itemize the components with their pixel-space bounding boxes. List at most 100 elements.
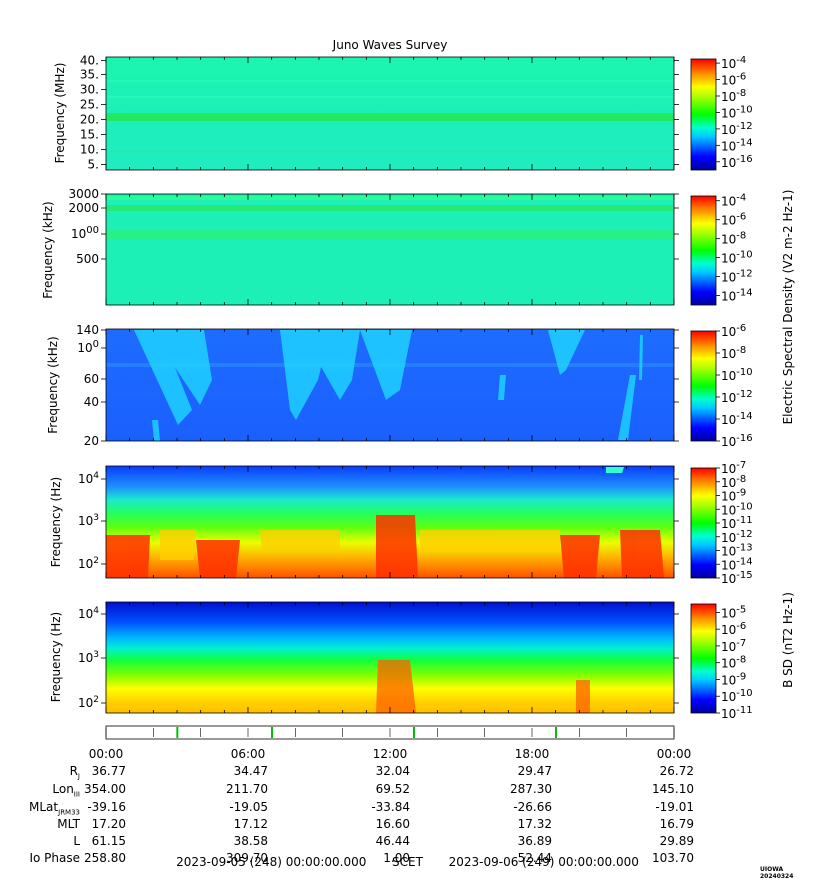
footer: 2023-09-05 (248) 00:00:00.000 SCET 2023-… (0, 855, 815, 869)
panel-5-ylabel: Frequency (Hz) (49, 612, 63, 703)
colorbar-tick-label: 10-12 (721, 389, 753, 405)
ephemeris-row-label: L (73, 834, 80, 848)
panel-3-y-ticks: 140 100 60 40 20 (76, 323, 679, 448)
chart-title: Juno Waves Survey (332, 38, 448, 52)
y-tick-label: 40 (84, 395, 99, 409)
ephemeris-value: 52.44 (517, 851, 552, 865)
ephemeris-time: 00:00 (88, 747, 124, 761)
ephemeris-value: 26.72 (659, 764, 694, 778)
ephemeris-value: 145.10 (652, 782, 694, 796)
panel-4-ylabel: Frequency (Hz) (49, 477, 63, 568)
footer-start: 2023-09-05 (248) 00:00:00.000 (176, 855, 367, 869)
ephemeris-row-label: RJ (69, 764, 80, 781)
colorbar-tick-label: 10-15 (721, 570, 753, 586)
ephemeris-time: 12:00 (372, 747, 408, 761)
colorbar-tick-label: 10-9 (721, 671, 746, 687)
colorbar-tick-label: 10-12 (721, 121, 753, 137)
colorbar-tick-label: 10-6 (721, 212, 746, 228)
ephemeris-time: 00:00 (656, 747, 692, 761)
y-tick-label: 40. (80, 54, 99, 68)
ephemeris-value: 17.12 (233, 817, 268, 831)
colorbar-tick-label: 10-10 (721, 367, 753, 383)
ephemeris-value: -19.01 (655, 800, 694, 814)
colorbar-5 (690, 603, 717, 714)
ephemeris-value: -33.84 (371, 800, 410, 814)
y-tick-label: 10. (80, 143, 99, 157)
panel-1-ylabel: Frequency (MHz) (53, 63, 67, 164)
colorbar-tick-label: 10-14 (721, 556, 753, 572)
ephemeris-value: 17.32 (517, 817, 552, 831)
colorbar-tick-label: 10-6 (721, 72, 746, 88)
ephemeris-value: 103.70 (652, 851, 694, 865)
colorbar-tick-label: 10-10 (721, 501, 753, 517)
ephemeris-value: 32.04 (375, 764, 410, 778)
y-tick-label: 102 (78, 556, 99, 571)
colorbar-tick-label: 10-6 (721, 621, 746, 637)
magnetic-colorbar-label: B SD (nT2 Hz-1) (781, 592, 795, 688)
panel-1-y-ticks: 40.35.30.25.20.15.10.5. (80, 54, 679, 172)
colorbar-tick-label: 10-11 (721, 515, 753, 531)
ephemeris-value: -26.66 (513, 800, 552, 814)
panel-5-y-ticks: 104 103 102 (78, 606, 679, 710)
ephemeris-value: 354.00 (84, 782, 126, 796)
ephemeris-time: 06:00 (230, 747, 266, 761)
colorbar-tick-label: 10-10 (721, 688, 753, 704)
colorbar-tick-label: 10-4 (721, 55, 746, 71)
colorbar-tick-label: 10-16 (721, 433, 753, 449)
ephemeris-value: 258.80 (84, 851, 126, 865)
y-tick-label: 20. (80, 113, 99, 127)
ephemeris-value: 16.79 (659, 817, 694, 831)
ephemeris-value: 36.77 (91, 764, 126, 778)
colorbar-tick-label: 10-7 (721, 460, 746, 476)
ephemeris-value: 29.89 (659, 834, 694, 848)
y-tick-label: 15. (80, 128, 99, 142)
ephemeris-row-label: MLT (57, 817, 80, 831)
colorbar-tick-label: 10-14 (721, 411, 753, 427)
ephemeris-value: 36.89 (517, 834, 552, 848)
x-axis-ticks (105, 57, 675, 713)
ephemeris-value: 309.70 (226, 851, 268, 865)
colorbar-4 (690, 467, 717, 579)
ephemeris-value: 1.00 (383, 851, 410, 865)
ephemeris-value: 69.52 (375, 782, 410, 796)
y-tick-label: 1000 (71, 225, 99, 241)
colorbar-tick-label: 10-11 (721, 705, 753, 721)
panel-4-y-ticks: 104 103 102 (78, 471, 679, 571)
ephemeris-value: 16.60 (375, 817, 410, 831)
colorbar-3 (690, 330, 717, 442)
footer-scet: SCET (392, 855, 423, 869)
panel-3-ylabel: Frequency (kHz) (46, 336, 60, 433)
ephemeris-value: 211.70 (226, 782, 268, 796)
colorbar-tick-label: 10-5 (721, 604, 746, 620)
credit-label: UIOWA 20240324 (760, 866, 794, 880)
y-tick-label: 104 (78, 471, 99, 486)
colorbar-tick-label: 10-8 (721, 655, 746, 671)
colorbar-tick-label: 10-9 (721, 488, 746, 504)
y-tick-label: 60 (84, 372, 99, 386)
colorbar-1 (690, 58, 717, 171)
y-tick-label: 102 (78, 695, 99, 710)
ephemeris-value: 61.15 (91, 834, 126, 848)
panel-4-spectrogram (105, 465, 675, 579)
colorbar-tick-label: 10-13 (721, 543, 753, 559)
panel-2-spectrogram (105, 193, 675, 306)
ephemeris-value: 38.58 (233, 834, 268, 848)
y-tick-label: 3000 (68, 187, 99, 201)
y-tick-label: 500 (76, 252, 99, 266)
ephemeris-value: -39.16 (87, 800, 126, 814)
ephemeris-value: 34.47 (233, 764, 268, 778)
colorbar-tick-label: 10-14 (721, 288, 753, 304)
panel-3-spectrogram (105, 328, 675, 442)
ephemeris-time: 18:00 (514, 747, 550, 761)
y-tick-label: 104 (78, 606, 99, 621)
y-tick-label: 30. (80, 83, 99, 97)
colorbar-tick-label: 10-6 (721, 323, 746, 339)
colorbar-tick-label: 10-7 (721, 638, 746, 654)
y-tick-label: 5. (88, 158, 99, 172)
colorbars: 10-410-610-810-1010-1210-1410-1610-410-6… (690, 55, 753, 721)
colorbar-tick-label: 10-12 (721, 529, 753, 545)
ephemeris-value: 17.20 (91, 817, 126, 831)
ephemeris-row-label: Io Phase (29, 851, 80, 865)
